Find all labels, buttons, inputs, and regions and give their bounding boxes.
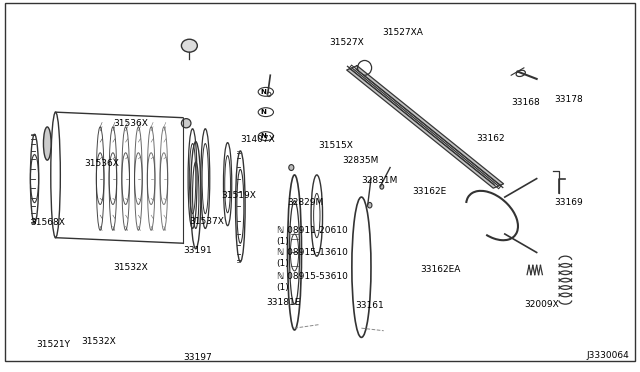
Text: 32009X: 32009X — [524, 300, 559, 309]
Text: 32835M: 32835M — [342, 155, 379, 165]
Text: 31527XA: 31527XA — [383, 28, 423, 37]
Text: 33162E: 33162E — [412, 187, 447, 196]
Text: 31532X: 31532X — [81, 337, 116, 346]
Text: 33169: 33169 — [554, 198, 583, 207]
Text: 31568X: 31568X — [30, 218, 65, 227]
Polygon shape — [347, 66, 504, 188]
Text: 33191: 33191 — [183, 246, 212, 255]
Text: 32829M: 32829M — [287, 198, 323, 207]
Ellipse shape — [289, 164, 294, 170]
Text: 31519X: 31519X — [221, 191, 256, 200]
Ellipse shape — [367, 202, 372, 208]
Text: 33197: 33197 — [183, 353, 212, 362]
Text: 31515X: 31515X — [319, 141, 354, 150]
Text: 33178: 33178 — [554, 95, 583, 104]
Text: 31527X: 31527X — [330, 38, 364, 46]
Text: ℕ 08911-20610
(1): ℕ 08911-20610 (1) — [276, 226, 348, 246]
Text: ℕ 08915-53610
(1): ℕ 08915-53610 (1) — [276, 272, 348, 292]
Ellipse shape — [380, 185, 384, 189]
Text: 31537X: 31537X — [189, 217, 224, 225]
Text: 33181E: 33181E — [266, 298, 300, 307]
Text: 31532X: 31532X — [113, 263, 148, 272]
Text: 31407X: 31407X — [241, 135, 275, 144]
Text: 31536X: 31536X — [84, 159, 119, 169]
Text: J3330064: J3330064 — [586, 350, 629, 359]
Text: 31536X: 31536X — [113, 119, 148, 128]
Text: 33162EA: 33162EA — [420, 264, 461, 273]
Text: 31521Y: 31521Y — [36, 340, 70, 349]
Text: ℕ 08915-13610
(1): ℕ 08915-13610 (1) — [276, 248, 348, 268]
Text: 33168: 33168 — [511, 99, 540, 108]
Text: 33162: 33162 — [476, 134, 505, 142]
Ellipse shape — [181, 39, 197, 52]
Ellipse shape — [44, 127, 51, 160]
Text: 32831M: 32831M — [362, 176, 398, 185]
Text: 33161: 33161 — [355, 301, 384, 311]
Text: N: N — [260, 133, 266, 139]
Text: N: N — [260, 89, 266, 95]
Ellipse shape — [181, 119, 191, 128]
Text: N: N — [260, 109, 266, 115]
